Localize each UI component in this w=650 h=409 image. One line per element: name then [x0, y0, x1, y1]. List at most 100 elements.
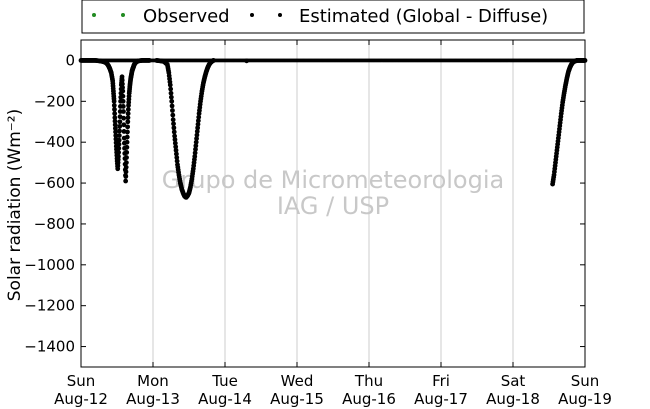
x-tick-label-date: Aug-17 — [414, 390, 468, 408]
data-point — [195, 125, 201, 131]
data-point — [123, 160, 129, 166]
data-point — [167, 82, 173, 88]
y-tick-label: −800 — [34, 215, 75, 233]
watermark-line-2: IAG / USP — [277, 192, 389, 220]
data-point — [173, 147, 179, 153]
data-point — [117, 114, 123, 120]
data-point — [112, 125, 118, 131]
data-point — [193, 139, 199, 145]
y-tick-label: −1200 — [24, 297, 75, 315]
data-point — [194, 129, 200, 134]
data-point — [120, 93, 126, 99]
data-point — [121, 109, 126, 114]
data-point — [123, 174, 129, 179]
data-point — [174, 151, 179, 157]
data-point — [121, 115, 127, 121]
data-point — [116, 154, 121, 159]
legend-marker-observed-2 — [121, 13, 125, 17]
y-tick-label: −200 — [34, 92, 75, 110]
plot-frame — [80, 39, 586, 368]
data-point — [116, 137, 122, 143]
data-point — [112, 118, 118, 124]
x-tick-label-date: Aug-14 — [198, 390, 252, 408]
data-point — [192, 150, 198, 156]
data-point — [170, 108, 175, 113]
data-point — [172, 140, 178, 146]
data-point — [124, 155, 129, 160]
y-tick-label: −1400 — [24, 338, 75, 356]
data-point — [125, 115, 131, 121]
data-point — [112, 107, 117, 112]
data-point — [124, 139, 130, 145]
y-tick-label: −400 — [34, 133, 75, 151]
data-point — [125, 119, 131, 125]
x-tick-label-day: Fri — [432, 372, 450, 390]
data-point — [123, 164, 129, 170]
data-point — [125, 124, 131, 130]
data-point — [168, 86, 174, 92]
data-point — [171, 125, 177, 131]
data-point — [124, 144, 130, 150]
data-point — [193, 146, 198, 152]
x-tick-label-day: Sat — [501, 372, 526, 390]
data-point — [117, 128, 122, 134]
x-tick-label-date: Aug-13 — [126, 390, 180, 408]
watermark: Grupo de Micrometeorologia IAG / USP — [162, 166, 504, 220]
data-points — [78, 58, 588, 200]
data-point — [125, 111, 131, 116]
data-point — [116, 145, 122, 151]
data-point — [194, 136, 199, 142]
x-tick-label-date: Aug-19 — [558, 390, 612, 408]
data-point — [119, 74, 125, 80]
data-point — [124, 134, 130, 140]
data-point — [171, 129, 177, 135]
legend-marker-estimated-2 — [278, 13, 282, 17]
data-point — [172, 133, 178, 139]
y-tick-label: −600 — [34, 174, 75, 192]
data-point — [111, 98, 117, 104]
x-tick-label-day: Sun — [571, 372, 600, 390]
x-tick-label-date: Aug-16 — [342, 390, 396, 408]
data-point — [123, 178, 129, 184]
legend-marker-observed-1 — [92, 13, 96, 17]
data-point — [194, 132, 200, 138]
data-point — [112, 111, 118, 116]
data-point — [168, 94, 174, 100]
x-tick-label-day: Mon — [137, 372, 169, 390]
data-point — [117, 123, 123, 129]
data-point — [120, 85, 125, 90]
data-point — [120, 104, 126, 109]
data-point — [124, 150, 130, 155]
x-tick-label-date: Aug-15 — [270, 390, 324, 408]
data-point — [113, 129, 118, 135]
data-point — [193, 143, 199, 149]
data-point — [170, 117, 176, 123]
data-point — [169, 98, 175, 104]
data-point — [120, 98, 126, 104]
legend-label-estimated: Estimated (Global - Diffuse) — [299, 6, 548, 27]
legend-box — [81, 0, 585, 34]
data-point — [174, 158, 180, 164]
data-point — [174, 155, 180, 160]
data-point — [116, 133, 122, 138]
x-tick-label-day: Wed — [281, 372, 314, 390]
data-point — [169, 103, 175, 109]
data-point — [116, 150, 122, 155]
x-tick-label-date: Aug-18 — [486, 390, 540, 408]
data-point — [111, 103, 117, 108]
y-tick-label: 0 — [65, 51, 75, 69]
data-point — [121, 122, 127, 128]
data-point — [172, 137, 178, 143]
x-tick-label-day: Tue — [211, 372, 238, 390]
data-point — [168, 90, 174, 96]
data-point — [125, 107, 131, 112]
data-point — [112, 122, 118, 128]
axis-ticks: SunAug-12MonAug-13TueAug-14WedAug-15ThuA… — [24, 40, 612, 408]
data-point — [113, 133, 119, 138]
y-tick-label: −1000 — [24, 256, 75, 274]
legend-marker-estimated-1 — [250, 13, 254, 17]
data-point — [171, 121, 176, 127]
data-point — [195, 118, 201, 124]
data-point — [173, 144, 179, 150]
